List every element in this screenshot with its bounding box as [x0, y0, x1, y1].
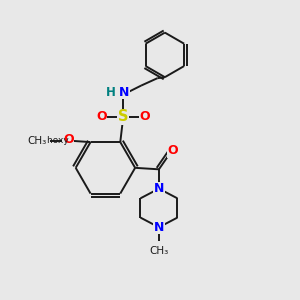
Text: CH₃: CH₃	[149, 246, 169, 256]
Text: CH₃: CH₃	[28, 136, 47, 146]
Text: O: O	[63, 133, 74, 146]
Text: methoxy: methoxy	[29, 136, 69, 145]
Text: O: O	[168, 144, 178, 157]
Text: N: N	[154, 182, 164, 195]
Text: S: S	[118, 109, 128, 124]
Text: N: N	[154, 221, 164, 234]
Text: N: N	[119, 86, 129, 99]
Text: O: O	[140, 110, 150, 123]
Text: H: H	[106, 86, 116, 99]
Text: O: O	[96, 110, 107, 123]
